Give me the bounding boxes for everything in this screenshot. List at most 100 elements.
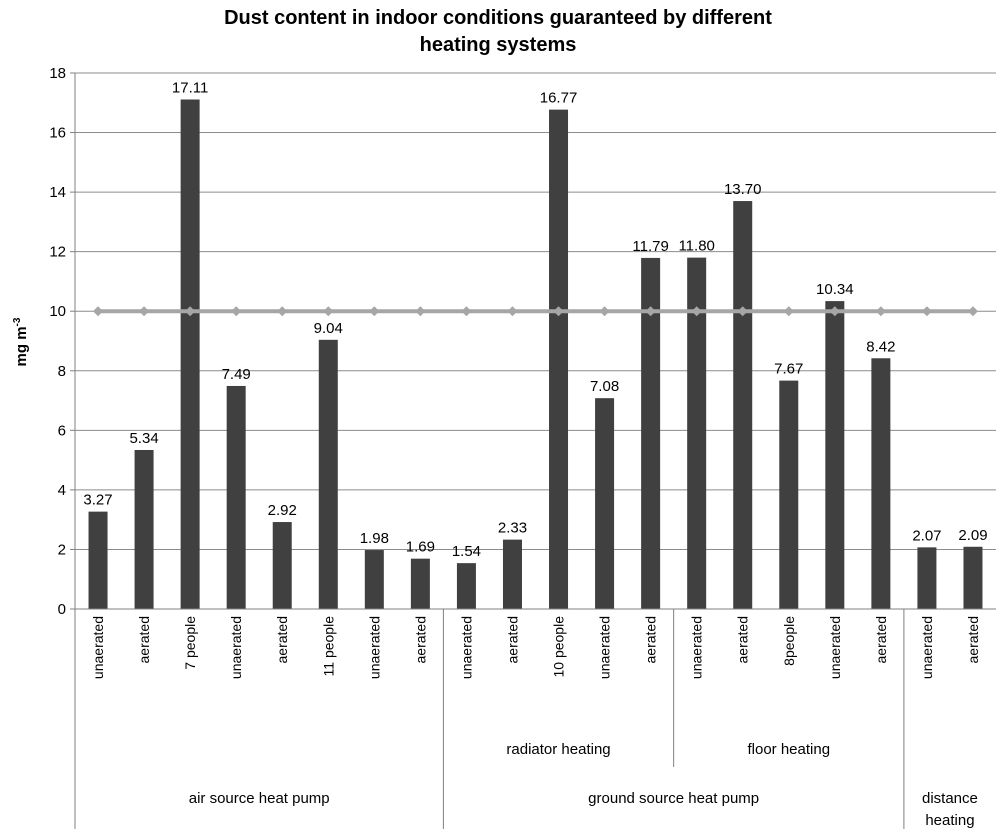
- category-label: unaerated: [597, 616, 613, 679]
- category-label: 8people: [781, 616, 797, 666]
- category-label: unaerated: [366, 616, 382, 679]
- data-label: 1.98: [360, 530, 389, 547]
- bar: [687, 257, 707, 609]
- limit-line-marker: [323, 306, 334, 317]
- limit-line-marker: [277, 306, 288, 317]
- y-axis-ticks: 0 2 4 6 8 10 12 14 16 18: [49, 65, 75, 618]
- data-label: 10.34: [816, 281, 854, 298]
- category-label: 11 people: [320, 616, 336, 677]
- category-label: 7 people: [182, 616, 198, 670]
- limit-line-marker: [139, 306, 150, 317]
- limit-line-marker: [783, 306, 794, 317]
- chart-title-line1: Dust content in indoor conditions guaran…: [224, 7, 772, 29]
- data-labels: 3.27 5.34 17.11 7.49 2.92 9.04 1.98 1.69 1.54 2.3…: [83, 80, 987, 561]
- group-label: ground source heat pump: [588, 790, 759, 807]
- group-label: air source heat pump: [189, 790, 330, 807]
- bar: [502, 539, 522, 609]
- category-label: unaerated: [458, 616, 474, 679]
- bar: [180, 99, 200, 609]
- y-tick-label: 18: [49, 65, 66, 82]
- limit-line-marker: [967, 306, 978, 317]
- limit-line-marker: [921, 306, 932, 317]
- category-label: aerated: [136, 616, 152, 663]
- bar: [272, 522, 292, 609]
- y-axis-label: mg m-3: [12, 317, 30, 366]
- y-tick-label: 2: [58, 541, 66, 558]
- category-label: aerated: [643, 616, 659, 663]
- category-label: unaerated: [228, 616, 244, 679]
- limit-line: [93, 306, 978, 317]
- bar: [364, 550, 384, 609]
- category-label: unaerated: [919, 616, 935, 679]
- bar: [318, 339, 338, 609]
- y-tick-label: 10: [49, 303, 66, 320]
- group-labels: radiator heating floor heating air source …: [74, 609, 978, 829]
- bar: [456, 563, 476, 609]
- data-label: 2.07: [912, 527, 941, 544]
- category-label: 10 people: [551, 616, 567, 678]
- bar: [549, 109, 569, 610]
- bar: [226, 385, 246, 609]
- limit-line-marker: [829, 306, 840, 317]
- bar: [917, 547, 937, 609]
- category-label: aerated: [965, 616, 981, 663]
- chart-title-line2: heating systems: [420, 34, 577, 56]
- limit-line-marker: [369, 306, 380, 317]
- data-label: 11.79: [632, 238, 668, 255]
- data-label: 17.11: [172, 80, 208, 97]
- data-label: 5.34: [129, 430, 158, 447]
- y-tick-label: 12: [49, 244, 66, 261]
- data-label: 1.69: [406, 539, 435, 556]
- data-label: 9.04: [314, 320, 343, 337]
- bar: [641, 257, 661, 609]
- y-tick-label: 0: [58, 601, 66, 618]
- limit-line-marker: [231, 306, 242, 317]
- y-tick-label: 14: [49, 184, 66, 201]
- limit-line-marker: [415, 306, 426, 317]
- bar: [88, 511, 108, 609]
- data-label: 7.49: [222, 366, 251, 383]
- data-label: 2.92: [268, 502, 297, 519]
- data-label: 3.27: [83, 492, 112, 509]
- subgroup-label: floor heating: [747, 741, 830, 758]
- category-label: aerated: [412, 616, 428, 663]
- group-label: distance: [922, 790, 978, 807]
- category-label: unaerated: [827, 616, 843, 679]
- limit-line-marker: [93, 306, 104, 317]
- limit-line-marker: [185, 306, 196, 317]
- bar: [595, 398, 615, 609]
- y-tick-label: 8: [58, 363, 66, 380]
- category-label: aerated: [504, 616, 520, 663]
- data-label: 7.67: [774, 361, 803, 378]
- limit-line-marker: [599, 306, 610, 317]
- data-label: 1.54: [452, 543, 481, 560]
- limit-line-marker: [461, 306, 472, 317]
- bars: [88, 99, 983, 610]
- category-label: aerated: [735, 616, 751, 663]
- category-label: aerated: [274, 616, 290, 663]
- subgroup-label: radiator heating: [506, 741, 610, 758]
- data-label: 2.33: [498, 520, 527, 537]
- bar: [134, 449, 154, 609]
- limit-line-marker: [691, 306, 702, 317]
- category-labels: unaerated aerated 7 people unaerated aerated…: [90, 616, 981, 679]
- bar: [825, 301, 845, 609]
- y-tick-label: 6: [58, 422, 66, 439]
- category-label: aerated: [873, 616, 889, 663]
- category-label: unaerated: [90, 616, 106, 679]
- bar: [410, 558, 430, 609]
- limit-line-marker: [645, 306, 656, 317]
- y-tick-label: 4: [58, 482, 66, 499]
- data-label: 7.08: [590, 378, 619, 395]
- limit-line-marker: [737, 306, 748, 317]
- data-label: 2.09: [958, 527, 987, 544]
- bar: [779, 380, 799, 609]
- data-label: 16.77: [540, 90, 578, 107]
- axes: [74, 73, 996, 610]
- data-label: 13.70: [724, 181, 762, 198]
- group-label: heating: [925, 812, 974, 829]
- bar: [871, 358, 891, 609]
- data-label: 11.80: [678, 238, 714, 255]
- bar: [733, 201, 753, 610]
